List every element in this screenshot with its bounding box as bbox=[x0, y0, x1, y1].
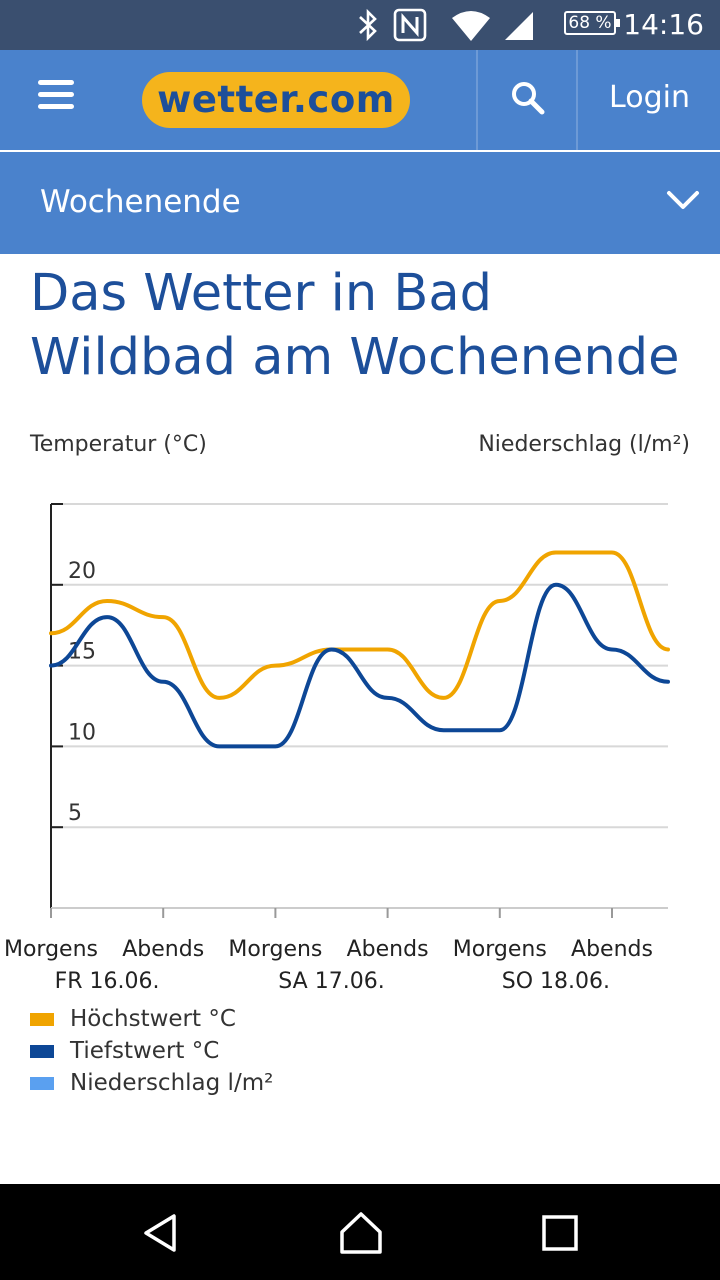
login-button[interactable]: Login bbox=[609, 80, 690, 115]
clock: 14:16 bbox=[623, 8, 704, 41]
x-day-label: SO 18.06. bbox=[502, 969, 610, 994]
legend-label: Tiefstwert °C bbox=[70, 1038, 220, 1064]
search-icon bbox=[512, 82, 545, 115]
period-selector-label: Wochenende bbox=[40, 184, 241, 220]
logo[interactable]: wetter.com bbox=[142, 72, 410, 128]
chart-ylabel-right: Niederschlag (l/m²) bbox=[478, 432, 690, 457]
system-nav-bar bbox=[0, 1184, 720, 1280]
battery-icon: 68 % bbox=[564, 11, 620, 35]
wifi-icon bbox=[452, 11, 490, 41]
x-day-label: FR 16.06. bbox=[55, 969, 160, 994]
y-tick-label: 5 bbox=[68, 801, 82, 826]
legend-swatch bbox=[30, 1013, 54, 1026]
series-line-0 bbox=[49, 550, 670, 700]
chevron-down-icon bbox=[667, 191, 699, 209]
search-button[interactable] bbox=[479, 50, 576, 150]
status-bar: 68 % 14:16 bbox=[0, 0, 720, 50]
signal-icon bbox=[505, 12, 533, 40]
y-tick-label: 20 bbox=[68, 559, 96, 584]
legend-swatch bbox=[30, 1077, 54, 1090]
recents-icon[interactable] bbox=[535, 1208, 585, 1258]
header-divider bbox=[576, 50, 578, 150]
bluetooth-icon bbox=[359, 8, 377, 42]
legend-label: Höchstwert °C bbox=[70, 1006, 236, 1032]
x-period-label: Abends bbox=[571, 937, 653, 962]
page-title: Das Wetter in Bad Wildbad am Wochenende bbox=[30, 264, 680, 387]
y-tick-label: 10 bbox=[68, 720, 96, 745]
hamburger-menu-icon[interactable] bbox=[38, 80, 74, 112]
x-period-label: Morgens bbox=[4, 937, 98, 962]
x-period-label: Abends bbox=[347, 937, 429, 962]
back-icon[interactable] bbox=[136, 1208, 186, 1258]
app-header: wetter.com Login bbox=[0, 50, 720, 150]
x-period-label: Morgens bbox=[453, 937, 547, 962]
series-line-1 bbox=[49, 582, 670, 749]
legend-label: Niederschlag l/m² bbox=[70, 1070, 274, 1096]
home-icon[interactable] bbox=[336, 1208, 386, 1258]
x-period-label: Abends bbox=[122, 937, 204, 962]
x-period-label: Morgens bbox=[228, 937, 322, 962]
legend-swatch bbox=[30, 1045, 54, 1058]
nfc-icon bbox=[393, 8, 427, 42]
period-selector[interactable]: Wochenende bbox=[0, 152, 720, 254]
chart-ylabel-left: Temperatur (°C) bbox=[30, 432, 207, 457]
x-day-label: SA 17.06. bbox=[278, 969, 384, 994]
header-divider bbox=[476, 50, 478, 150]
